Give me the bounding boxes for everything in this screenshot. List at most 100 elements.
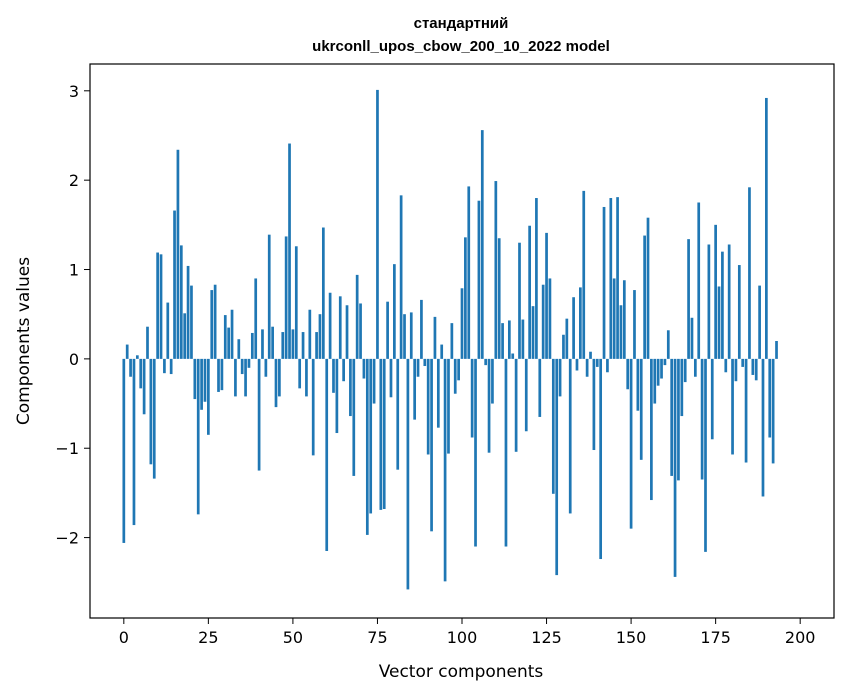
bar-143	[606, 358, 609, 373]
bar-23	[200, 358, 203, 410]
bar-79	[389, 358, 393, 398]
bar-127	[551, 358, 555, 494]
bar-22	[196, 358, 200, 515]
bar-87	[416, 358, 420, 377]
bar-32	[230, 309, 234, 359]
x-tick-label: 25	[198, 628, 218, 647]
bar-164	[677, 358, 680, 481]
bar-18	[183, 313, 187, 359]
bar-146	[616, 197, 619, 359]
bar-193	[775, 341, 778, 359]
bar-35	[240, 358, 244, 375]
bar-107	[484, 358, 488, 366]
bar-42	[264, 358, 268, 377]
bar-100	[460, 288, 464, 359]
bar-161	[666, 330, 670, 359]
bar-102	[467, 186, 471, 359]
bar-10	[156, 252, 159, 359]
bar-66	[345, 305, 349, 359]
bar-103	[470, 358, 474, 438]
bar-113	[504, 358, 508, 547]
x-tick-label: 125	[531, 628, 562, 647]
bar-158	[656, 358, 660, 386]
bar-173	[707, 244, 711, 359]
bar-168	[690, 317, 694, 359]
bar-44	[271, 326, 274, 359]
x-tick-label: 175	[700, 628, 731, 647]
bar-28	[217, 358, 220, 392]
bar-7	[146, 326, 149, 359]
bar-49	[288, 143, 291, 359]
bar-98	[453, 358, 457, 394]
bar-124	[541, 284, 545, 359]
bar-63	[335, 358, 339, 434]
bar-120	[528, 225, 531, 359]
bar-81	[396, 358, 400, 470]
bar-70	[359, 303, 362, 359]
bar-71	[362, 358, 366, 379]
y-tick-label: −2	[55, 529, 79, 548]
bar-162	[670, 358, 674, 476]
bar-67	[349, 358, 352, 417]
bar-72	[365, 358, 369, 535]
bar-84	[406, 358, 410, 590]
bar-149	[626, 358, 630, 390]
x-tick-label: 200	[785, 628, 816, 647]
chart-title: стандартний	[414, 15, 509, 32]
bar-62	[332, 358, 335, 393]
bar-119	[524, 358, 528, 432]
bar-99	[457, 358, 460, 381]
y-tick-label: 3	[69, 82, 79, 101]
bar-92	[433, 316, 437, 359]
bar-69	[355, 274, 359, 359]
bar-1	[125, 344, 129, 359]
bar-55	[308, 309, 312, 359]
bar-97	[450, 323, 454, 359]
bar-111	[497, 238, 501, 359]
bar-65	[342, 358, 345, 382]
bar-121	[531, 306, 535, 359]
bar-151	[633, 290, 636, 359]
bar-17	[179, 245, 183, 359]
bar-180	[731, 358, 734, 455]
bar-61	[328, 292, 332, 359]
bar-64	[338, 296, 342, 359]
y-axis-ticks: −2 −1 0 1 2 3	[55, 82, 90, 548]
bar-82	[399, 195, 403, 359]
bar-147	[619, 305, 623, 359]
bar-166	[683, 358, 687, 383]
bar-90	[426, 358, 430, 455]
bar-145	[612, 278, 616, 359]
bar-16	[176, 149, 180, 359]
bar-13	[166, 302, 170, 359]
bar-133	[572, 297, 575, 359]
bar-148	[622, 280, 626, 359]
bar-191	[768, 358, 772, 438]
y-tick-label: −1	[55, 439, 79, 458]
bar-156	[650, 358, 653, 501]
bar-114	[507, 320, 511, 359]
bar-110	[494, 181, 498, 359]
bar-76	[379, 358, 383, 510]
bar-172	[704, 358, 707, 552]
y-axis-label: Components values	[14, 257, 34, 425]
bar-154	[643, 235, 646, 359]
bar-11	[159, 254, 163, 359]
bar-178	[724, 358, 728, 373]
bar-8	[149, 358, 153, 465]
bar-15	[173, 210, 176, 359]
bar-56	[311, 358, 315, 456]
bar-181	[734, 358, 738, 382]
bar-176	[717, 286, 721, 359]
bar-19	[186, 265, 190, 359]
bar-88	[420, 299, 423, 359]
bar-2	[129, 358, 132, 377]
bar-54	[305, 358, 308, 397]
bar-4	[135, 355, 139, 359]
bar-95	[443, 358, 447, 582]
bar-75	[376, 89, 379, 359]
bar-58	[318, 314, 322, 359]
bar-105	[477, 200, 481, 359]
bar-116	[514, 358, 518, 452]
